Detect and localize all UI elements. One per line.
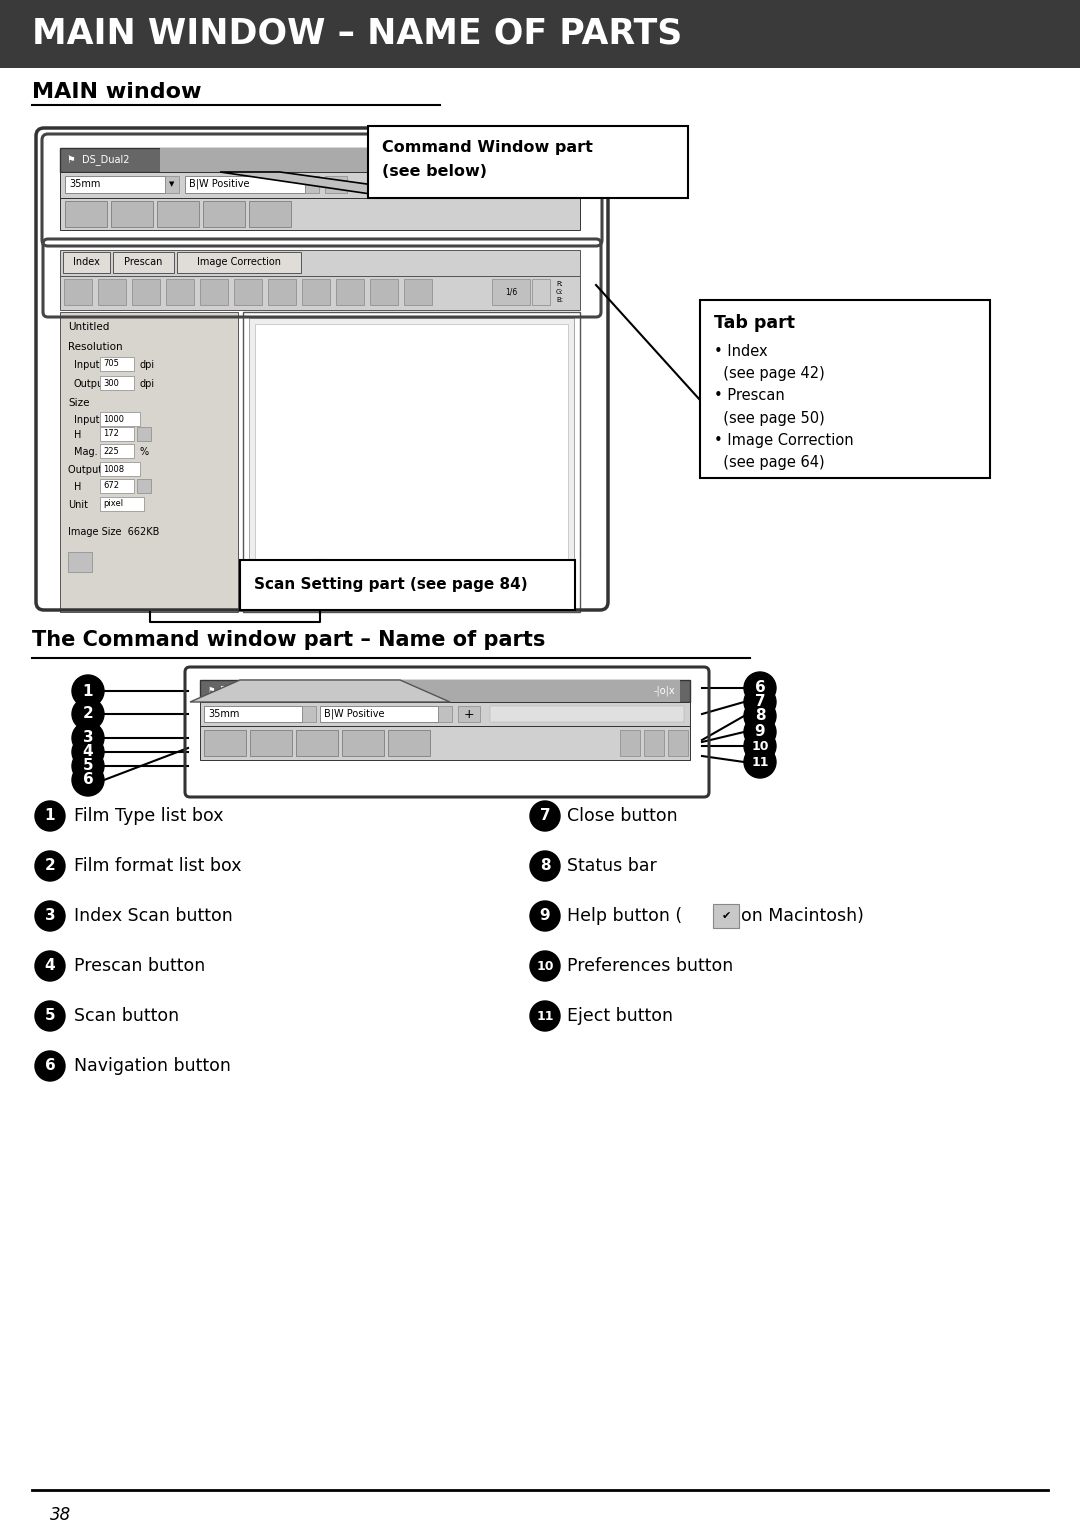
Text: pixel: pixel: [103, 500, 123, 509]
Text: Preferences button: Preferences button: [567, 957, 733, 975]
Text: Unit: Unit: [68, 500, 87, 510]
Text: +: +: [463, 707, 474, 721]
Text: MAIN WINDOW – NAME OF PARTS: MAIN WINDOW – NAME OF PARTS: [32, 17, 683, 50]
FancyBboxPatch shape: [320, 706, 438, 723]
FancyBboxPatch shape: [100, 461, 140, 477]
FancyBboxPatch shape: [342, 730, 384, 756]
Text: ✔: ✔: [721, 911, 731, 921]
Circle shape: [72, 736, 104, 769]
FancyBboxPatch shape: [132, 280, 160, 306]
Circle shape: [35, 851, 65, 882]
FancyBboxPatch shape: [291, 680, 680, 701]
FancyBboxPatch shape: [100, 478, 134, 494]
Text: on Macintosh): on Macintosh): [741, 908, 864, 924]
Circle shape: [35, 1051, 65, 1080]
Circle shape: [72, 698, 104, 730]
FancyBboxPatch shape: [60, 277, 580, 310]
Circle shape: [72, 750, 104, 782]
Text: Eject button: Eject button: [567, 1007, 673, 1025]
Text: 8: 8: [755, 709, 766, 723]
Circle shape: [744, 746, 777, 778]
Text: 172: 172: [103, 429, 119, 439]
FancyBboxPatch shape: [302, 706, 316, 723]
FancyBboxPatch shape: [336, 280, 364, 306]
Text: 6: 6: [44, 1059, 55, 1074]
FancyBboxPatch shape: [249, 318, 573, 607]
FancyBboxPatch shape: [60, 251, 580, 277]
FancyBboxPatch shape: [368, 125, 688, 199]
FancyBboxPatch shape: [165, 176, 179, 193]
Text: B:: B:: [556, 296, 563, 303]
Text: MAIN window: MAIN window: [32, 83, 202, 102]
Text: Resolution: Resolution: [68, 342, 123, 351]
FancyBboxPatch shape: [458, 706, 480, 723]
FancyBboxPatch shape: [98, 280, 126, 306]
FancyBboxPatch shape: [200, 726, 690, 759]
Circle shape: [744, 700, 777, 732]
Text: Command Window part: Command Window part: [382, 141, 593, 154]
Circle shape: [744, 730, 777, 762]
Text: Help button (: Help button (: [567, 908, 683, 924]
FancyBboxPatch shape: [177, 252, 301, 274]
FancyBboxPatch shape: [204, 706, 302, 723]
FancyBboxPatch shape: [137, 426, 151, 442]
Circle shape: [72, 764, 104, 796]
FancyBboxPatch shape: [268, 280, 296, 306]
Text: 10: 10: [537, 960, 554, 972]
Polygon shape: [220, 173, 468, 199]
Text: ▼: ▼: [170, 180, 175, 186]
Text: Tab part: Tab part: [714, 313, 795, 332]
FancyBboxPatch shape: [0, 0, 1080, 69]
Text: Untitled: Untitled: [68, 322, 109, 332]
Text: Film Type list box: Film Type list box: [75, 807, 224, 825]
Text: 5: 5: [83, 758, 93, 773]
Text: Image Correction: Image Correction: [197, 257, 281, 267]
Circle shape: [744, 717, 777, 749]
FancyBboxPatch shape: [255, 324, 568, 601]
Text: 3: 3: [83, 730, 93, 746]
Text: G:: G:: [556, 289, 564, 295]
FancyBboxPatch shape: [68, 552, 92, 571]
Text: 1: 1: [44, 808, 55, 824]
Text: 1: 1: [83, 683, 93, 698]
Text: Index: Index: [73, 257, 100, 267]
FancyBboxPatch shape: [492, 280, 530, 306]
Circle shape: [35, 950, 65, 981]
FancyBboxPatch shape: [249, 202, 291, 228]
FancyBboxPatch shape: [166, 280, 194, 306]
Text: 38: 38: [50, 1507, 71, 1523]
Text: B|W Positive: B|W Positive: [189, 179, 249, 189]
FancyBboxPatch shape: [404, 280, 432, 306]
Text: dpi: dpi: [140, 379, 156, 390]
FancyBboxPatch shape: [60, 148, 580, 173]
FancyBboxPatch shape: [100, 445, 134, 458]
FancyBboxPatch shape: [370, 280, 399, 306]
Circle shape: [530, 851, 561, 882]
FancyBboxPatch shape: [249, 730, 292, 756]
Text: Mag.: Mag.: [75, 448, 97, 457]
Text: • Index
  (see page 42)
• Prescan
  (see page 50)
• Image Correction
  (see page: • Index (see page 42) • Prescan (see pag…: [714, 344, 853, 471]
Text: %: %: [140, 448, 149, 457]
Text: 300: 300: [103, 379, 119, 388]
Polygon shape: [190, 680, 450, 701]
Text: Navigation button: Navigation button: [75, 1057, 231, 1076]
Text: 2: 2: [44, 859, 55, 874]
FancyBboxPatch shape: [200, 701, 690, 726]
Text: 2: 2: [83, 706, 93, 721]
FancyBboxPatch shape: [203, 202, 245, 228]
Circle shape: [530, 950, 561, 981]
FancyBboxPatch shape: [100, 358, 134, 371]
FancyBboxPatch shape: [388, 730, 430, 756]
FancyBboxPatch shape: [302, 280, 330, 306]
FancyBboxPatch shape: [185, 176, 305, 193]
Text: 9: 9: [540, 909, 551, 923]
FancyBboxPatch shape: [60, 312, 238, 613]
Text: +: +: [330, 177, 341, 191]
Text: R:: R:: [556, 281, 563, 287]
Circle shape: [35, 801, 65, 831]
Text: The Command window part – Name of parts: The Command window part – Name of parts: [32, 630, 545, 649]
Circle shape: [35, 1001, 65, 1031]
Circle shape: [530, 902, 561, 931]
Circle shape: [35, 902, 65, 931]
Text: dpi: dpi: [140, 361, 156, 370]
